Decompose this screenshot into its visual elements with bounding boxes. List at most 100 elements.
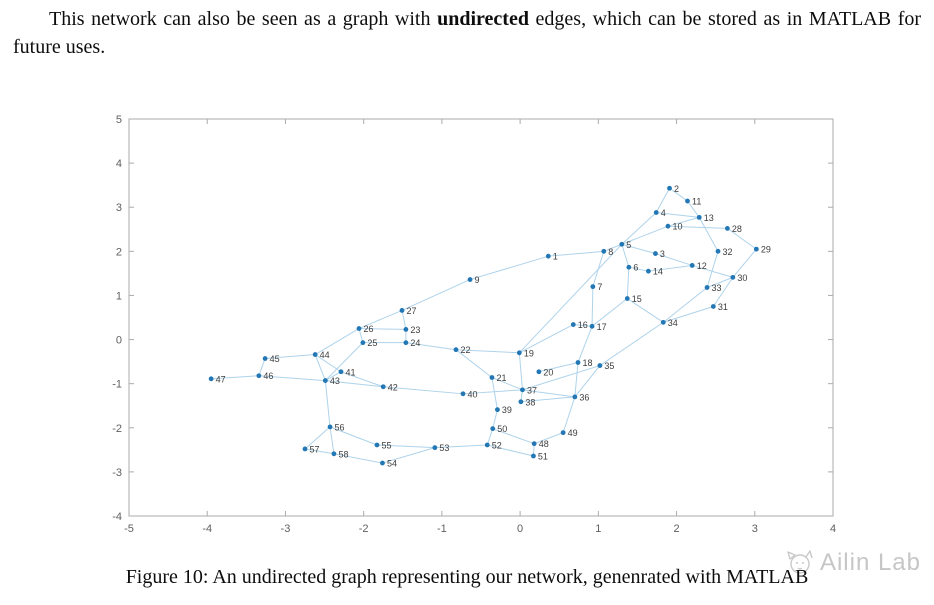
x-tick-label: -2 [359, 523, 369, 535]
graph-edge [522, 389, 575, 398]
graph-node-label: 1 [553, 252, 558, 262]
graph-edge [325, 371, 342, 382]
graph-edge [211, 375, 259, 380]
graph-edge [621, 243, 656, 255]
graph-node-label: 35 [604, 361, 614, 371]
graph-node [626, 264, 632, 270]
graph-node-label: 29 [761, 245, 771, 255]
graph-node-label: 26 [363, 324, 373, 334]
graph-node-label: 4 [661, 208, 666, 218]
graph-node-label: 30 [737, 273, 747, 283]
graph-node-label: 51 [538, 452, 548, 462]
graph-node [704, 285, 710, 290]
graph-node-label: 49 [568, 428, 578, 438]
y-tick-label: 4 [116, 158, 122, 170]
graph-node [495, 407, 500, 413]
graph-edge [520, 396, 575, 403]
graph-edge [663, 305, 714, 323]
graph-node-label: 48 [539, 439, 549, 449]
graph-edge [522, 365, 601, 391]
graph-node-label: 28 [732, 224, 742, 234]
x-tick-label: -1 [437, 523, 447, 535]
graph-node [327, 424, 333, 430]
graph-node [725, 225, 730, 231]
graph-node [453, 347, 459, 353]
graph-node [312, 352, 318, 357]
graph-edge [656, 212, 700, 218]
graph-edge [304, 448, 335, 455]
graph-node-label: 53 [439, 443, 449, 453]
graph-edge [574, 365, 601, 398]
graph-node-label: 20 [543, 367, 553, 377]
graph-node-label: 43 [330, 376, 340, 386]
graph-node-label: 21 [496, 373, 506, 383]
graph-node [667, 185, 672, 191]
graph-node [660, 319, 666, 325]
graph-edge [667, 216, 700, 227]
graph-node [380, 384, 386, 390]
graph-edge [655, 188, 670, 213]
graph-edge [667, 225, 728, 229]
graph-node [619, 241, 625, 247]
graph-node-label: 44 [320, 350, 330, 360]
graph-node [490, 426, 496, 432]
graph-edge [455, 349, 493, 378]
graph-node-label: 13 [704, 213, 714, 223]
x-tick-label: 3 [752, 523, 758, 535]
graph-node-label: 16 [578, 320, 588, 330]
graph-node [360, 340, 366, 346]
graph-node [356, 326, 362, 331]
graph-edge [314, 354, 342, 373]
graph-edge [621, 212, 657, 245]
graph-edge [491, 377, 498, 410]
x-tick-label: 4 [830, 523, 836, 535]
graph-node [256, 373, 262, 379]
graph-node-label: 46 [263, 371, 273, 381]
graph-node-label: 19 [524, 348, 534, 358]
graph-edge [469, 255, 549, 281]
graph-node-label: 41 [345, 367, 355, 377]
graph-edge [314, 328, 360, 355]
graph-node-label: 57 [310, 444, 320, 454]
graph-node [545, 253, 551, 259]
graph-edge [574, 362, 579, 397]
graph-edge [329, 426, 378, 446]
graph-node [518, 399, 524, 405]
graph-edge [592, 251, 605, 287]
graph-node [531, 453, 536, 459]
graph-node [589, 323, 595, 329]
graph-edge [434, 444, 488, 449]
graph-node [536, 369, 542, 375]
graph-edge [401, 279, 471, 311]
graph-node-label: 31 [718, 302, 728, 312]
graph-edge [732, 248, 757, 278]
graph-edge [573, 324, 593, 327]
graph-edge [727, 227, 757, 250]
graph-node-label: 38 [525, 397, 535, 407]
x-tick-label: 0 [517, 523, 523, 535]
graph-node-label: 22 [460, 345, 470, 355]
graph-edge [401, 310, 407, 330]
graph-edge [603, 243, 622, 252]
graph-node-label: 9 [475, 275, 480, 285]
figure-caption: Figure 10: An undirected graph represent… [125, 566, 809, 588]
graph-node [489, 375, 495, 380]
y-tick-label: -4 [112, 511, 122, 523]
graph-node-label: 40 [468, 389, 478, 399]
graph-node [590, 284, 596, 290]
graph-node [460, 391, 466, 397]
graph-edge [376, 444, 435, 449]
graph-node-label: 50 [497, 424, 507, 434]
graph-node-label: 37 [527, 385, 537, 395]
graph-node [399, 308, 405, 313]
graph-edge [669, 187, 688, 202]
graph-edge [621, 244, 630, 268]
graph-node [653, 210, 659, 215]
graph-node [665, 223, 671, 229]
x-tick-label: 1 [595, 523, 601, 535]
graph-node [575, 360, 581, 365]
paragraph-text-after: edges, which can be stored as in MATLAB … [13, 8, 922, 58]
graph-edge [358, 328, 364, 343]
graph-edge [383, 386, 464, 395]
watermark: Ailin Lab [786, 547, 921, 579]
